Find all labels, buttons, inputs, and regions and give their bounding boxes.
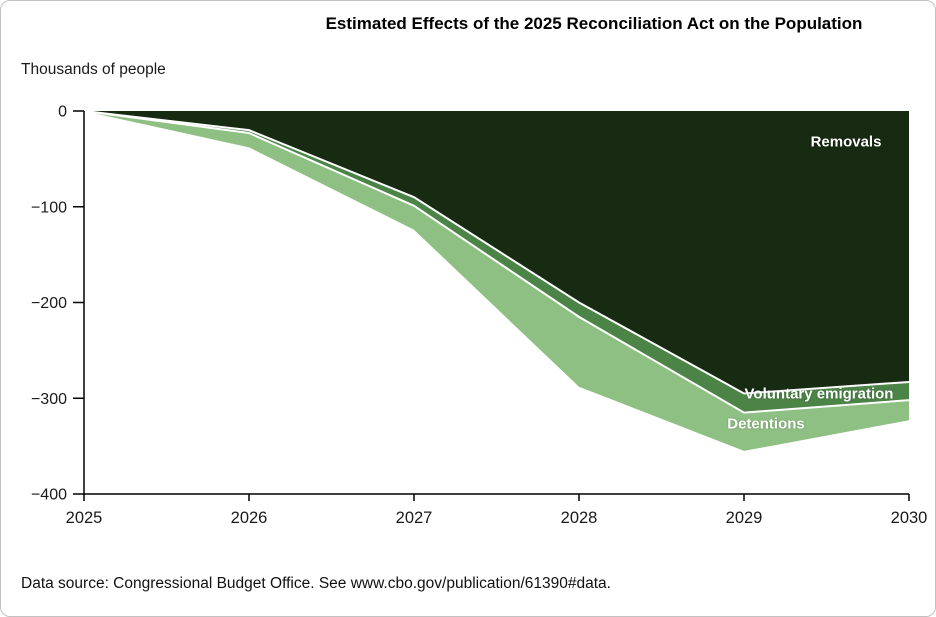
series-label-voluntary-emigration: Voluntary emigration — [744, 385, 894, 403]
band-separator-line — [83, 110, 910, 414]
area-detentions — [84, 111, 909, 451]
area-removals — [84, 111, 909, 394]
series-label-removals: Removals — [810, 133, 882, 151]
x-tick-label: 2027 — [396, 509, 433, 527]
y-tick-label: −200 — [31, 295, 67, 312]
x-tick-label: 2030 — [891, 509, 928, 527]
series-label-detentions: Detentions — [727, 415, 805, 433]
y-tick-label: −100 — [31, 199, 67, 216]
band-separator-line — [83, 110, 910, 395]
y-tick-label: −300 — [31, 391, 67, 408]
chart-title: Estimated Effects of the 2025 Reconcilia… — [325, 14, 863, 33]
x-tick-label: 2025 — [66, 509, 103, 527]
x-tick-label: 2029 — [726, 509, 763, 527]
area-chart-svg: 0 −100 −200 −300 −400 2025 2026 2027 2028 2029 203… — [31, 104, 928, 528]
plot-area: 0 −100 −200 −300 −400 2025 2026 2027 2028 2029 203… — [1, 89, 935, 559]
x-tick-label: 2028 — [561, 509, 598, 527]
y-tick-label: 0 — [58, 104, 67, 121]
x-tick-label: 2026 — [231, 509, 268, 527]
y-tick-label: −400 — [31, 487, 67, 504]
y-axis-title: Thousands of people — [21, 61, 166, 78]
data-source-note: Data source: Congressional Budget Office… — [21, 575, 611, 592]
